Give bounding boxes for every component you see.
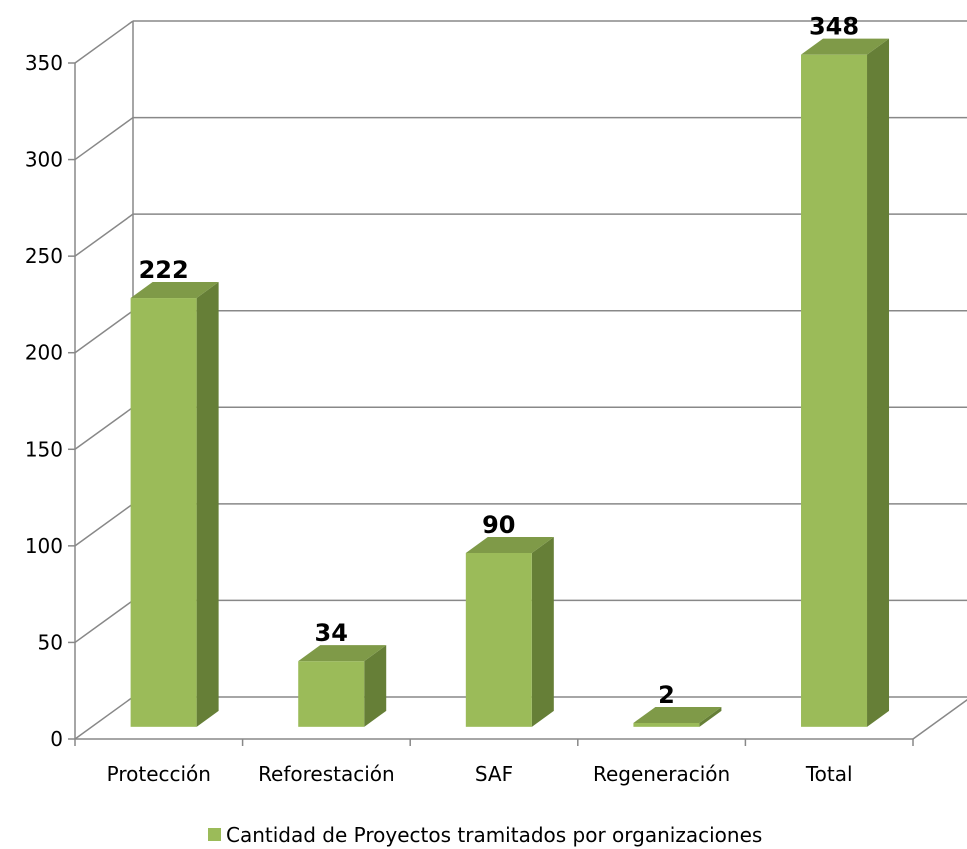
x-tick-label: SAF	[475, 762, 513, 786]
bar-side	[196, 282, 219, 727]
x-tick-label: Regeneración	[593, 762, 730, 786]
y-tick-label: 50	[38, 630, 63, 654]
bar-top	[633, 706, 722, 723]
x-tick-label: Total	[805, 762, 853, 786]
data-label: 90	[482, 511, 515, 539]
bar	[465, 552, 532, 727]
bar-side	[531, 536, 554, 727]
y-tick-label: 250	[25, 244, 63, 268]
grid-line	[74, 696, 134, 740]
bar-side	[699, 706, 722, 727]
y-tick-label: 150	[25, 437, 63, 461]
bar-top	[801, 38, 890, 55]
bar	[633, 722, 700, 727]
floor-right	[912, 698, 967, 740]
legend-label: Cantidad de Proyectos tramitados por org…	[226, 823, 762, 847]
bar-top	[298, 645, 387, 662]
data-label: 34	[315, 619, 348, 647]
grid-line	[74, 20, 134, 64]
bar	[130, 298, 197, 727]
y-tick-label: 200	[25, 341, 63, 365]
x-tick-label: Protección	[107, 762, 211, 786]
grid-line	[74, 213, 134, 257]
data-label: 348	[809, 13, 859, 41]
x-tick-label: Reforestación	[258, 762, 395, 786]
grid-line	[74, 310, 134, 354]
bar-side	[867, 38, 890, 727]
grid-line	[74, 116, 134, 161]
data-label: 2	[658, 681, 675, 709]
bar-top	[130, 282, 219, 299]
legend-swatch	[208, 828, 221, 841]
y-tick-label: 100	[25, 534, 63, 558]
grid-line	[74, 503, 134, 547]
data-label: 222	[139, 256, 189, 284]
bar-top	[465, 536, 554, 553]
y-tick-label: 350	[25, 51, 63, 75]
y-tick-label: 300	[25, 148, 63, 172]
bar-side	[364, 645, 387, 727]
bar	[801, 54, 868, 727]
y-tick-label: 0	[50, 727, 63, 751]
grid-line	[74, 599, 134, 644]
bar	[298, 661, 365, 727]
grid-line	[74, 406, 134, 450]
